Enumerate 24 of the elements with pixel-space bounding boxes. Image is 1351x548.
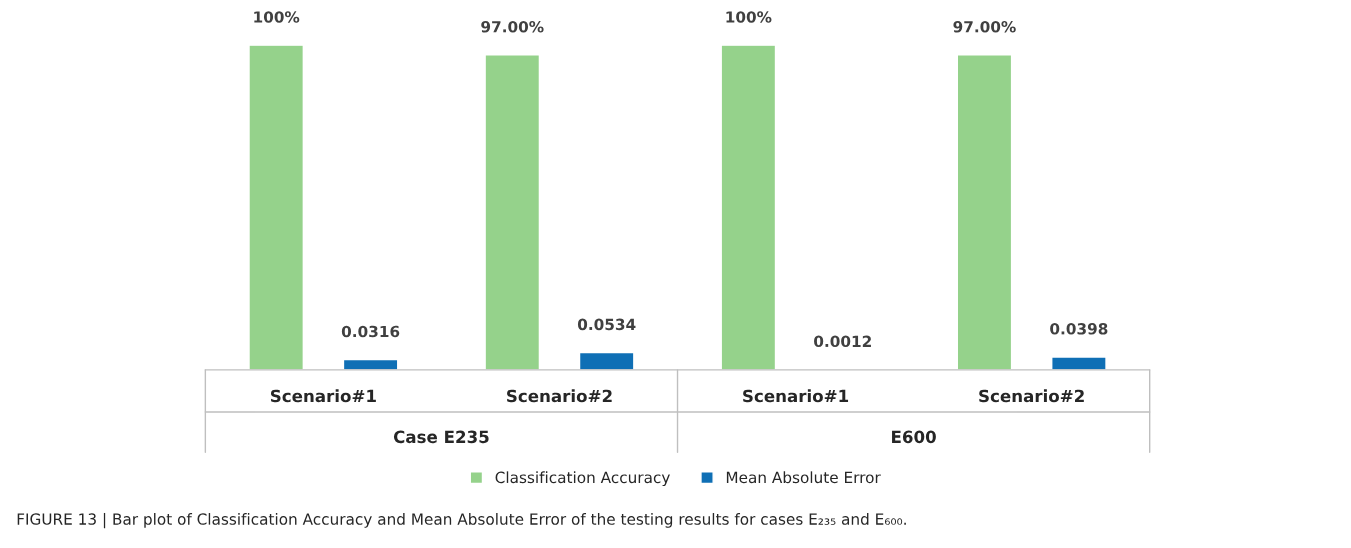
bar: [484, 54, 541, 370]
data-label: 100%: [254, 11, 300, 23]
legend-label: Mean Absolute Error: [726, 471, 881, 484]
x-tick-label: Scenario#2: [507, 389, 612, 403]
data-label: 0.0316: [341, 325, 400, 338]
bar: [720, 44, 777, 370]
x-tick-label: Scenario#2: [979, 389, 1084, 403]
bar: [956, 54, 1013, 370]
legend-label: Classification Accuracy: [495, 471, 670, 487]
data-label: 0.0398: [1050, 323, 1108, 335]
data-label: 0.0534: [577, 318, 636, 331]
data-label: 97.00%: [953, 20, 1016, 33]
bar: [342, 358, 399, 370]
text: E600: [892, 430, 936, 444]
x-tick-label: Scenario#1: [270, 389, 376, 403]
bar: [578, 351, 635, 370]
data-label: 100%: [726, 11, 772, 23]
caption: FIGURE 13 | Bar plot of Classification Accuracy and Mean Absolute Error of the testing results for cases E₂₃₅ and E₆₀₀.: [17, 512, 906, 529]
text: Case E235: [393, 430, 489, 444]
data-label: 0.0012: [814, 335, 871, 348]
bar: [1051, 356, 1107, 370]
data-label: 97.00%: [481, 20, 544, 33]
bar: [248, 44, 305, 370]
x-tick-label: Scenario#1: [743, 389, 849, 403]
